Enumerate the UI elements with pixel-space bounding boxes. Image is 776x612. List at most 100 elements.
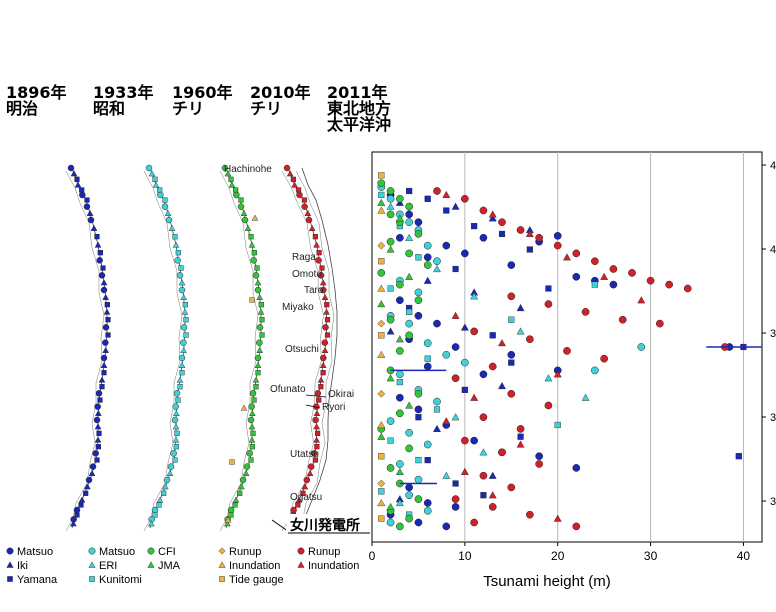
map-marker xyxy=(259,332,265,338)
map-marker xyxy=(161,483,169,490)
map-marker xyxy=(148,170,156,177)
map-marker xyxy=(152,512,158,518)
data-point xyxy=(414,230,423,238)
x-tick-label: 20 xyxy=(551,549,565,563)
legend-marker xyxy=(218,547,226,555)
map-marker xyxy=(312,457,319,463)
data-point xyxy=(479,206,488,215)
data-point xyxy=(414,495,423,503)
map-marker xyxy=(74,512,80,518)
map-marker xyxy=(178,361,186,368)
map-marker xyxy=(180,346,188,353)
data-point xyxy=(563,253,571,261)
data-point xyxy=(386,237,395,246)
range-bars xyxy=(390,346,762,485)
data-point xyxy=(442,471,451,479)
data-point xyxy=(386,464,395,472)
plant-label: 女川発電所 xyxy=(290,517,360,534)
map-marker xyxy=(181,308,189,315)
data-point xyxy=(377,479,386,488)
data-point xyxy=(488,503,497,511)
data-point xyxy=(406,187,413,195)
data-point xyxy=(591,366,599,375)
map-marker xyxy=(179,370,185,376)
data-point xyxy=(405,444,413,453)
map-marker xyxy=(178,265,184,271)
data-point xyxy=(386,315,395,324)
map-marker xyxy=(324,302,330,308)
map-marker xyxy=(322,324,329,331)
data-point xyxy=(471,223,478,230)
data-point xyxy=(544,300,553,308)
map-marker xyxy=(256,346,264,353)
map-marker xyxy=(253,384,259,390)
data-point xyxy=(377,284,386,292)
map-marker xyxy=(167,463,175,470)
map-marker xyxy=(233,187,239,193)
data-point xyxy=(479,413,488,422)
data-point xyxy=(470,292,479,300)
map-marker xyxy=(172,241,180,248)
data-point xyxy=(507,292,516,301)
data-point xyxy=(508,359,515,366)
data-point xyxy=(507,350,516,359)
map-marker xyxy=(238,197,244,203)
map-marker xyxy=(321,339,329,346)
map-marker xyxy=(295,502,301,508)
data-point xyxy=(609,280,618,289)
data-point xyxy=(656,319,664,328)
data-point xyxy=(526,335,534,344)
map-marker xyxy=(73,506,81,514)
data-point xyxy=(396,460,404,468)
map-marker xyxy=(308,224,316,231)
event-year: 2010年 xyxy=(250,83,311,102)
data-point xyxy=(424,355,431,362)
event-year: 2011年 xyxy=(327,83,388,102)
event-2011: 2011年 東北地方 太平洋沖 xyxy=(327,85,391,133)
map-marker xyxy=(301,197,308,203)
data-point xyxy=(553,241,562,250)
data-point xyxy=(414,389,423,398)
map-marker xyxy=(97,397,103,403)
map-marker xyxy=(237,483,245,490)
map-marker xyxy=(97,250,103,256)
data-point xyxy=(572,522,581,531)
map-marker xyxy=(74,181,82,188)
data-point xyxy=(414,405,423,414)
event-1960: 1960年 チリ xyxy=(172,85,233,117)
y-tick-label: 4 xyxy=(770,160,776,172)
place-label: Otsuchi xyxy=(285,344,319,355)
map-marker xyxy=(100,286,108,294)
map-marker xyxy=(100,279,108,286)
map-marker xyxy=(301,483,309,490)
data-point xyxy=(414,311,423,320)
map-marker xyxy=(98,272,106,279)
data-point xyxy=(414,296,423,305)
data-point xyxy=(405,331,413,340)
data-point xyxy=(442,417,451,425)
data-point xyxy=(572,249,581,258)
data-point xyxy=(572,272,581,281)
data-point xyxy=(386,327,395,335)
place-label: Omoto xyxy=(292,269,322,280)
data-point xyxy=(516,425,525,433)
map-marker xyxy=(157,187,163,193)
data-point xyxy=(535,452,543,461)
map-marker xyxy=(295,187,302,193)
map-marker xyxy=(183,332,189,338)
data-point xyxy=(488,471,497,479)
map-marker xyxy=(94,241,102,248)
data-point xyxy=(488,210,497,218)
data-point xyxy=(470,327,478,336)
data-point xyxy=(553,232,562,240)
map-marker xyxy=(237,490,243,496)
map-marker xyxy=(79,187,85,193)
data-point xyxy=(480,492,487,499)
data-point xyxy=(451,374,460,383)
data-point xyxy=(433,397,441,406)
pointer-line xyxy=(305,394,327,398)
data-point xyxy=(396,233,404,242)
data-point xyxy=(378,488,385,495)
data-point xyxy=(395,498,404,507)
